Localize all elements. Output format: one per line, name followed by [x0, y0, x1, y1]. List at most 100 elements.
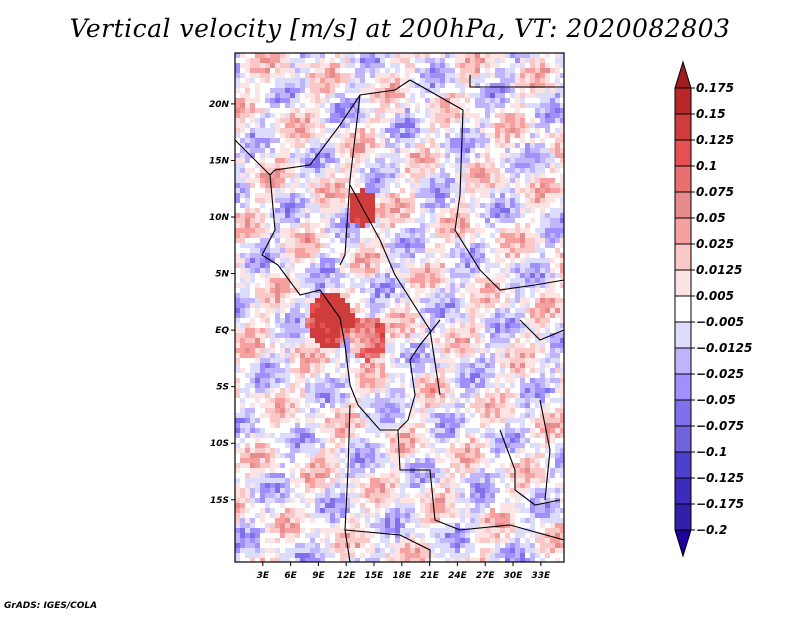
field-cell [365, 63, 371, 69]
field-cell [280, 398, 286, 404]
field-cell [280, 178, 286, 184]
field-cell [355, 233, 361, 239]
field-cell [245, 103, 251, 109]
field-cell [410, 278, 416, 284]
field-cell [250, 333, 256, 339]
field-cell [370, 323, 376, 329]
field-cell [235, 263, 241, 269]
field-cell [410, 418, 416, 424]
field-cell [350, 328, 356, 334]
field-cell [535, 188, 541, 194]
field-cell [360, 93, 366, 99]
field-cell [390, 253, 396, 259]
field-cell [345, 103, 351, 109]
field-cell [315, 88, 321, 94]
field-cell [515, 73, 521, 79]
field-cell [360, 108, 366, 114]
field-cell [320, 288, 326, 294]
field-cell [480, 398, 486, 404]
field-cell [235, 428, 241, 434]
field-cell [355, 203, 361, 209]
field-cell [410, 253, 416, 259]
field-cell [295, 328, 301, 334]
field-cell [320, 193, 326, 199]
field-cell [435, 298, 441, 304]
field-cell [515, 253, 521, 259]
field-cell [485, 378, 491, 384]
field-cell [260, 163, 266, 169]
field-cell [555, 253, 561, 259]
field-cell [555, 178, 561, 184]
field-cell [260, 198, 266, 204]
field-cell [420, 78, 426, 84]
field-cell [415, 253, 421, 259]
field-cell [450, 228, 456, 234]
field-cell [340, 298, 346, 304]
field-cell [310, 98, 316, 104]
field-cell [430, 73, 436, 79]
field-cell [345, 263, 351, 269]
field-cell [485, 173, 491, 179]
field-cell [315, 98, 321, 104]
field-cell [310, 88, 316, 94]
field-cell [540, 313, 546, 319]
field-cell [250, 278, 256, 284]
field-cell [460, 53, 466, 59]
field-cell [505, 188, 511, 194]
field-cell [430, 293, 436, 299]
field-cell [430, 88, 436, 94]
field-cell [405, 318, 411, 324]
field-cell [535, 193, 541, 199]
field-cell [280, 153, 286, 159]
field-cell [320, 123, 326, 129]
field-cell [245, 263, 251, 269]
field-cell [515, 353, 521, 359]
field-cell [375, 213, 381, 219]
field-cell [430, 428, 436, 434]
field-cell [515, 348, 521, 354]
field-cell [480, 358, 486, 364]
field-cell [250, 108, 256, 114]
field-cell [535, 173, 541, 179]
field-cell [315, 403, 321, 409]
field-cell [405, 213, 411, 219]
field-cell [315, 398, 321, 404]
field-cell [535, 373, 541, 379]
field-cell [425, 143, 431, 149]
field-cell [260, 428, 266, 434]
field-cell [445, 173, 451, 179]
field-cell [350, 58, 356, 64]
field-cell [510, 83, 516, 89]
field-cell [425, 93, 431, 99]
field-cell [555, 213, 561, 219]
field-cell [235, 173, 241, 179]
field-cell [505, 193, 511, 199]
field-cell [275, 143, 281, 149]
field-cell [495, 203, 501, 209]
field-cell [495, 338, 501, 344]
field-cell [520, 323, 526, 329]
field-cell [460, 278, 466, 284]
field-cell [540, 53, 546, 59]
field-cell [400, 343, 406, 349]
field-cell [270, 393, 276, 399]
field-cell [510, 108, 516, 114]
field-cell [505, 423, 511, 429]
field-cell [315, 183, 321, 189]
field-cell [295, 193, 301, 199]
field-cell [560, 168, 564, 174]
field-cell [560, 198, 564, 204]
field-cell [535, 108, 541, 114]
field-cell [345, 398, 351, 404]
field-cell [505, 263, 511, 269]
field-cell [275, 138, 281, 144]
field-cell [235, 308, 241, 314]
field-cell [280, 298, 286, 304]
field-cell [460, 238, 466, 244]
field-cell [310, 328, 316, 334]
field-cell [285, 233, 291, 239]
field-cell [380, 423, 386, 429]
field-cell [290, 133, 296, 139]
field-cell [410, 343, 416, 349]
field-cell [250, 168, 256, 174]
